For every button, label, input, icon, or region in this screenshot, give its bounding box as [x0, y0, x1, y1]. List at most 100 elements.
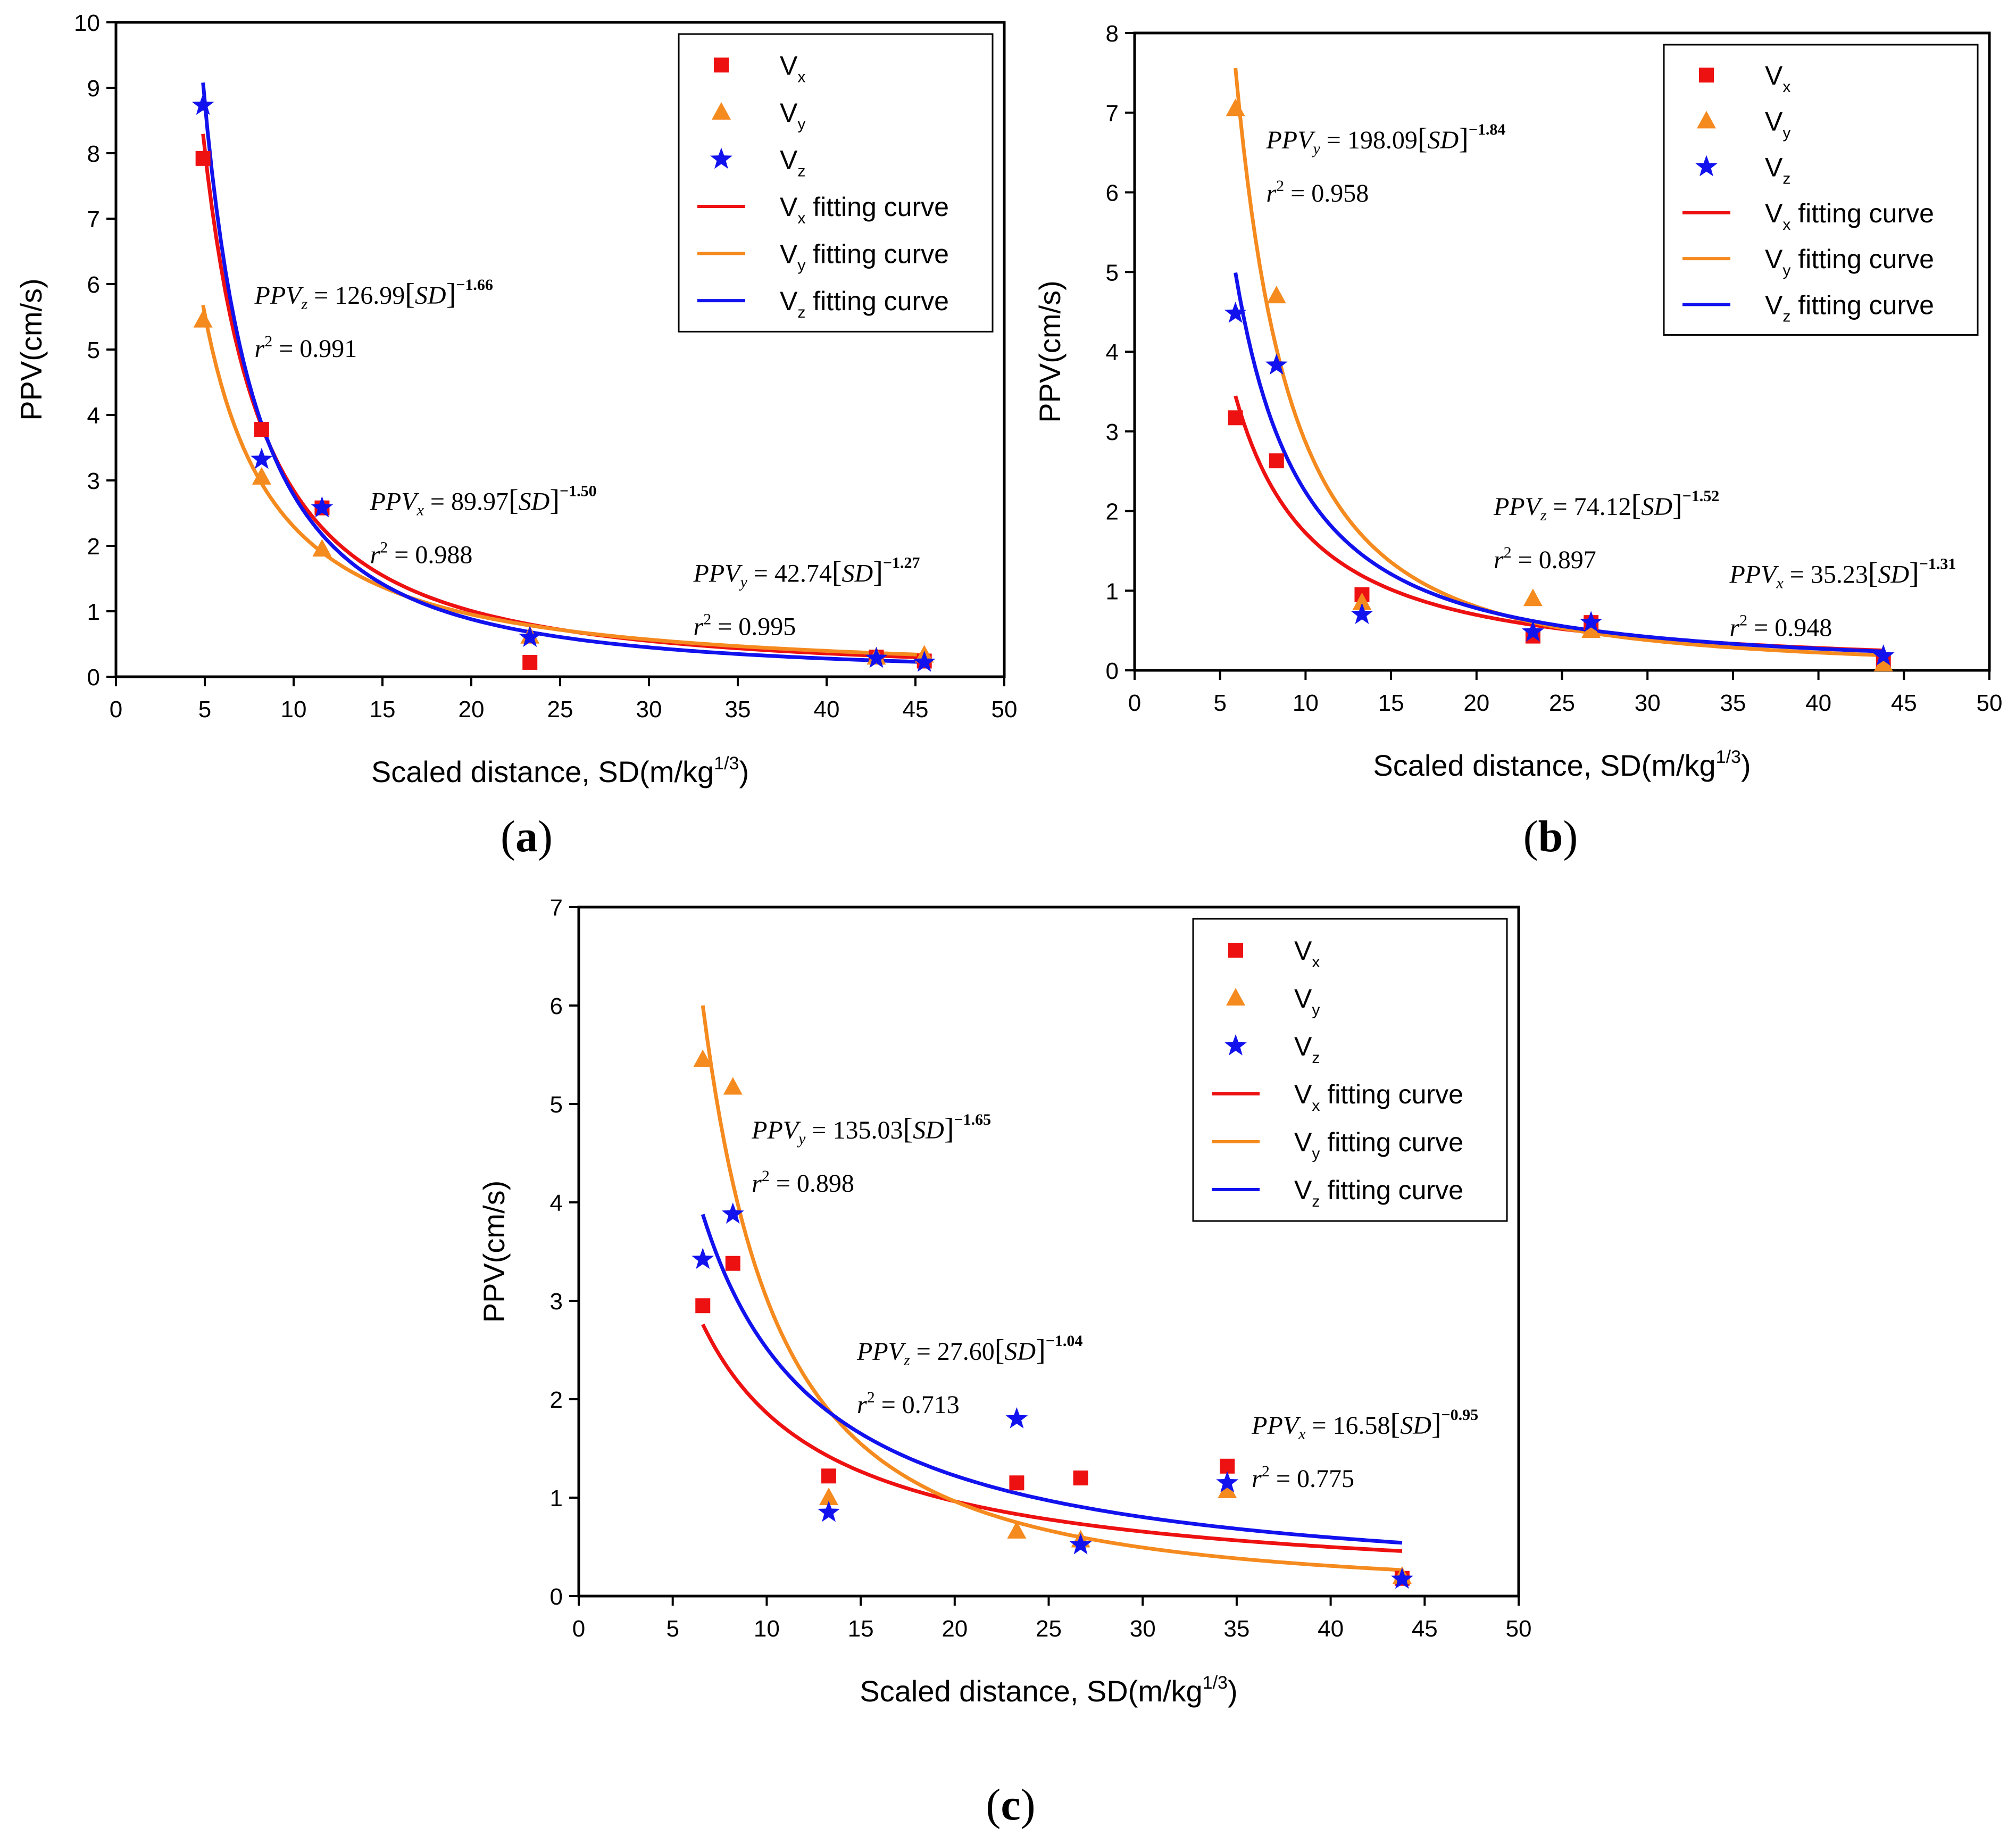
legend-box [1192, 918, 1508, 1222]
legend-box [1663, 44, 1979, 336]
r-squared-label: r2 = 0.713 [857, 1389, 960, 1419]
x-tick-label: 25 [1549, 690, 1575, 716]
x-tick-label: 45 [1891, 690, 1917, 716]
y-tick-label: 7 [550, 895, 563, 921]
legend-label: Vx [1294, 936, 1320, 971]
x-tick-label: 0 [572, 1616, 585, 1642]
fitting-curve-x [1234, 395, 1884, 653]
data-point-vz [865, 646, 888, 668]
fitting-curve-y [701, 1005, 1403, 1572]
x-tick-label: 50 [1506, 1616, 1532, 1642]
legend-marker-vz [710, 147, 732, 169]
legend-label: Vy [780, 98, 805, 133]
data-point-vz [519, 626, 542, 647]
fitting-curve-x [701, 1323, 1403, 1553]
x-tick-label: 40 [1805, 690, 1831, 716]
data-point-vy [819, 1488, 839, 1505]
legend-label: Vy fitting curve [1765, 244, 1934, 279]
x-tick-label: 20 [459, 696, 485, 722]
fitting-curve-z [701, 1214, 1403, 1545]
x-tick-label: 30 [1635, 690, 1661, 716]
legend-label: Vz fitting curve [780, 286, 949, 321]
data-point-vx [254, 422, 269, 437]
data-point-vy [1007, 1521, 1027, 1539]
y-tick-label: 7 [87, 206, 100, 232]
data-point-vx [725, 1256, 740, 1271]
x-tick-label: 5 [666, 1616, 679, 1642]
x-tick-label: 10 [754, 1616, 780, 1642]
y-tick-label: 2 [1106, 499, 1119, 525]
x-tick-label: 40 [1318, 1616, 1344, 1642]
fitting-curve-z [201, 82, 924, 664]
data-point-vy [252, 467, 271, 485]
x-tick-label: 50 [1977, 690, 2003, 716]
r-squared-label: r2 = 0.988 [370, 538, 473, 569]
r-squared-label: r2 = 0.898 [752, 1167, 854, 1198]
panel-label: (b) [1523, 812, 1578, 861]
y-tick-label: 7 [1106, 101, 1119, 127]
r-squared-label: r2 = 0.775 [1252, 1463, 1354, 1493]
x-tick-label: 15 [370, 696, 396, 722]
y-tick-label: 10 [74, 10, 100, 36]
data-point-vz [1580, 611, 1603, 632]
y-tick-label: 6 [550, 993, 563, 1019]
legend-label: Vx fitting curve [780, 192, 949, 227]
x-tick-label: 20 [1463, 690, 1489, 716]
equation-label: PPVy = 42.74[SD]−1.27 [693, 554, 920, 591]
r-squared-label: r2 = 0.991 [255, 333, 357, 363]
legend-label: Vy fitting curve [780, 239, 949, 275]
data-point-vz [1005, 1407, 1028, 1428]
data-point-vx [695, 1298, 711, 1314]
y-tick-label: 1 [87, 599, 100, 625]
data-point-vz [251, 447, 273, 469]
y-tick-label: 1 [550, 1485, 563, 1511]
y-tick-label: 5 [1106, 260, 1119, 286]
legend-label: Vx [1765, 61, 1790, 96]
legend-label: Vx fitting curve [1294, 1079, 1463, 1115]
equation-label: PPVx = 16.58[SD]−0.95 [1251, 1406, 1478, 1443]
data-point-vy [312, 539, 332, 557]
y-tick-label: 8 [1106, 21, 1119, 47]
legend-box [678, 33, 994, 333]
x-tick-label: 25 [1036, 1616, 1062, 1642]
legend-label: Vy [1294, 984, 1320, 1019]
r-squared-label: r2 = 0.948 [1729, 611, 1832, 642]
data-point-vz [721, 1202, 744, 1224]
y-tick-label: 3 [87, 468, 100, 494]
y-tick-label: 4 [1106, 339, 1119, 366]
legend-marker-vy [712, 102, 731, 120]
equation-label: PPVy = 198.09[SD]−1.84 [1265, 121, 1505, 157]
data-point-vz [1216, 1471, 1239, 1492]
r-squared-label: r2 = 0.897 [1494, 544, 1596, 574]
data-point-vz [913, 650, 936, 672]
equation-label: PPVy = 135.03[SD]−1.65 [751, 1111, 991, 1148]
x-tick-label: 0 [110, 696, 122, 722]
legend-marker-vz [1224, 1034, 1247, 1056]
x-tick-label: 35 [1223, 1616, 1249, 1642]
legend-label: Vz [1765, 153, 1790, 188]
legend: Vx Vy Vz Vx fitting curve Vy fitting curve Vz… [1192, 918, 1508, 1222]
x-axis-label: Scaled distance, SD(m/kg1/3) [860, 1673, 1237, 1708]
data-point-vz [1872, 644, 1895, 666]
y-axis-label: PPV(cm/s) [14, 278, 48, 421]
data-point-vy [1873, 654, 1893, 672]
data-point-vz [311, 496, 334, 518]
y-axis-label: PPV(cm/s) [477, 1181, 511, 1323]
data-point-vy [193, 310, 213, 328]
data-point-vz [1224, 302, 1247, 323]
data-point-vy [1581, 620, 1601, 638]
data-point-vz [1351, 603, 1373, 624]
y-tick-label: 6 [1106, 180, 1119, 206]
data-point-vy [723, 1077, 743, 1095]
data-point-vy [1226, 98, 1245, 117]
y-tick-label: 1 [1106, 578, 1119, 604]
data-point-vz [818, 1500, 840, 1522]
x-tick-label: 5 [198, 696, 211, 722]
x-tick-label: 20 [942, 1616, 968, 1642]
x-tick-label: 40 [814, 696, 840, 722]
legend-label: Vx [780, 51, 805, 86]
data-point-vx [522, 654, 538, 670]
